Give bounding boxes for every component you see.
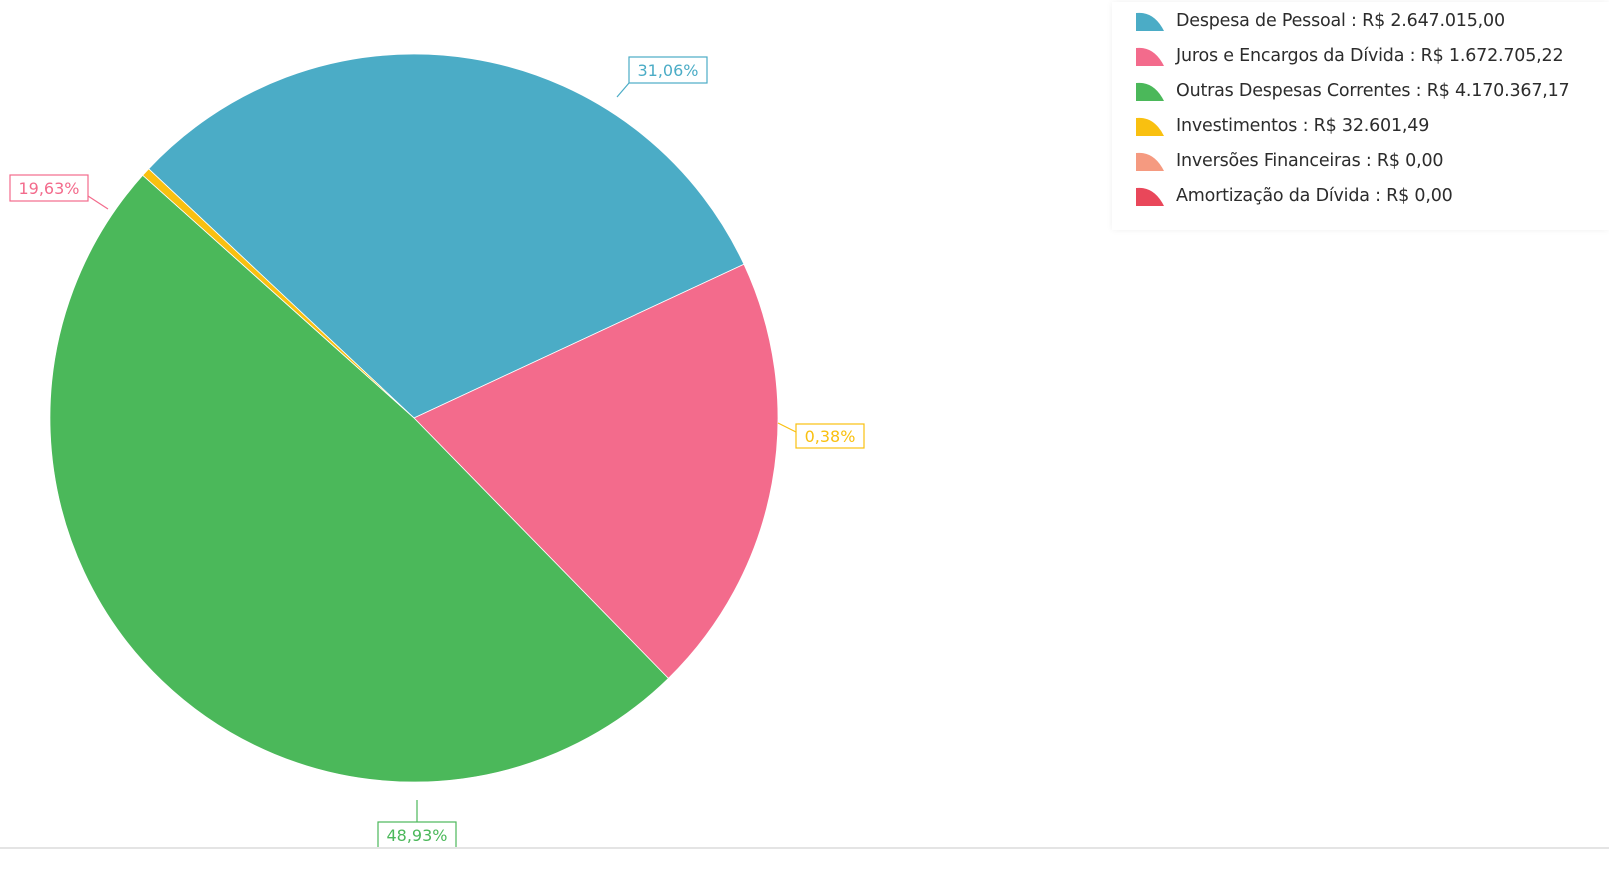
pie-slice-juros-e-encargos-da-divida[interactable]: [413, 263, 779, 679]
slice-label-box: [795, 423, 865, 449]
legend-swatch-icon: [1136, 47, 1164, 66]
pie-slice-investimentos[interactable]: [142, 168, 415, 419]
chart-legend: Despesa de Pessoal : R$ 2.647.015,00 Jur…: [1112, 2, 1609, 230]
slice-label-connector: [777, 422, 797, 433]
legend-item-juros-e-encargos[interactable]: Juros e Encargos da Dívida : R$ 1.672.70…: [1134, 42, 1564, 70]
slice-percent-label: 0,38%: [805, 427, 856, 446]
legend-swatch-icon: [1136, 187, 1164, 206]
legend-swatch-shape: [1136, 117, 1164, 136]
legend-swatch-icon: [1136, 12, 1164, 31]
slice-label-box: [377, 821, 457, 849]
legend-item-amortizacao-da-divida[interactable]: Amortização da Dívida : R$ 0,00: [1134, 182, 1453, 210]
legend-label: Outras Despesas Correntes : R$ 4.170.367…: [1176, 81, 1570, 101]
pie-slice-outras-despesas-correntes[interactable]: [49, 174, 669, 783]
slice-label-box: [628, 56, 708, 84]
pie-slice-despesa-de-pessoal[interactable]: [148, 53, 745, 419]
pie-labels: 31,06% 19,63% 48,93% 0,38%: [9, 56, 865, 849]
legend-label: Investimentos : R$ 32.601,49: [1176, 116, 1430, 136]
legend-swatch-icon: [1136, 117, 1164, 136]
legend-label: Juros e Encargos da Dívida : R$ 1.672.70…: [1176, 46, 1564, 66]
legend-label: Inversões Financeiras : R$ 0,00: [1176, 151, 1444, 171]
legend-swatch-shape: [1136, 47, 1164, 66]
legend-label: Despesa de Pessoal : R$ 2.647.015,00: [1176, 11, 1505, 31]
slice-label-connector: [616, 82, 630, 98]
legend-swatch-icon: [1136, 152, 1164, 171]
slice-label-box: [9, 174, 89, 202]
legend-item-inversoes-financeiras[interactable]: Inversões Financeiras : R$ 0,00: [1134, 147, 1444, 175]
legend-swatch-icon: [1136, 82, 1164, 101]
slice-percent-label: 31,06%: [637, 61, 698, 80]
slice-percent-label: 19,63%: [18, 179, 79, 198]
slice-label-connector: [87, 195, 109, 210]
slice-percent-label: 48,93%: [386, 826, 447, 845]
legend-item-investimentos[interactable]: Investimentos : R$ 32.601,49: [1134, 112, 1429, 140]
legend-item-despesa-de-pessoal[interactable]: Despesa de Pessoal : R$ 2.647.015,00: [1134, 7, 1505, 35]
pie-slices: [49, 53, 779, 783]
legend-label: Amortização da Dívida : R$ 0,00: [1176, 186, 1453, 206]
legend-item-outras-despesas-correntes[interactable]: Outras Despesas Correntes : R$ 4.170.367…: [1134, 77, 1570, 105]
legend-swatch-shape: [1136, 152, 1164, 171]
legend-swatch-shape: [1136, 12, 1164, 31]
legend-swatch-shape: [1136, 187, 1164, 206]
bottom-divider: [0, 847, 1609, 849]
legend-swatch-shape: [1136, 82, 1164, 101]
